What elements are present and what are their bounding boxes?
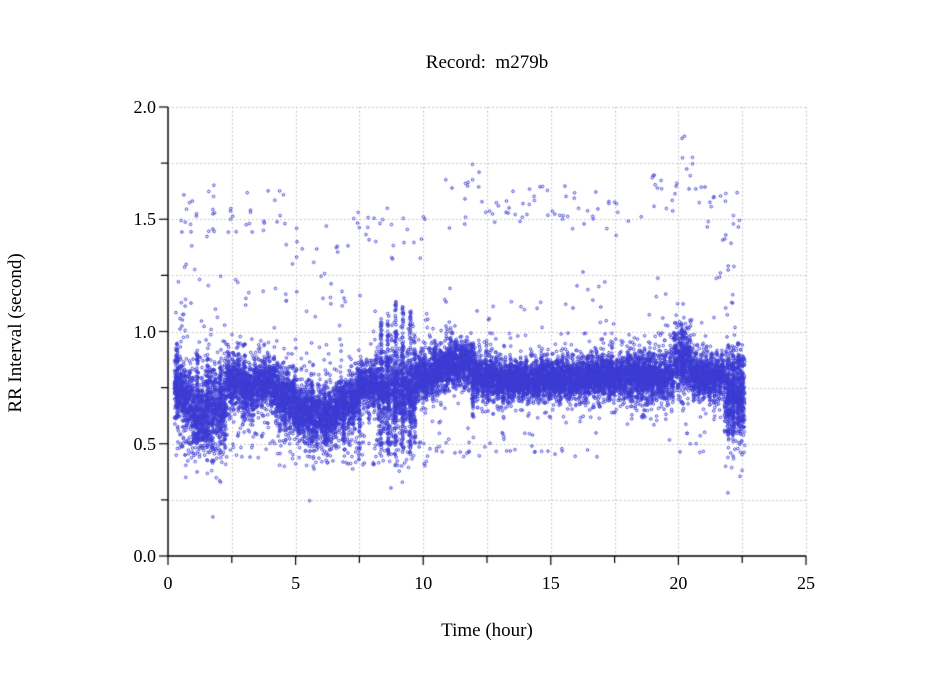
y-tick-label-2.0: 2.0 bbox=[133, 97, 157, 117]
x-tick-label-5: 5 bbox=[291, 573, 301, 593]
x-tick-label-0: 0 bbox=[163, 573, 173, 593]
y-tick-label-0.0: 0.0 bbox=[133, 546, 157, 566]
x-tick-label-15: 15 bbox=[541, 573, 560, 593]
y-axis-title: RR Interval (second) bbox=[5, 253, 26, 413]
y-tick-label-0.5: 0.5 bbox=[133, 433, 157, 454]
x-tick-label-25: 25 bbox=[797, 573, 815, 593]
x-tick-label-20: 20 bbox=[669, 573, 688, 593]
x-axis-title: Time (hour) bbox=[441, 620, 533, 641]
x-tick-label-10: 10 bbox=[414, 573, 433, 593]
y-tick-label-1.0: 1.0 bbox=[133, 321, 157, 342]
chart-title: Record: m279b bbox=[425, 52, 549, 73]
y-tick-label-1.5: 1.5 bbox=[133, 209, 157, 230]
